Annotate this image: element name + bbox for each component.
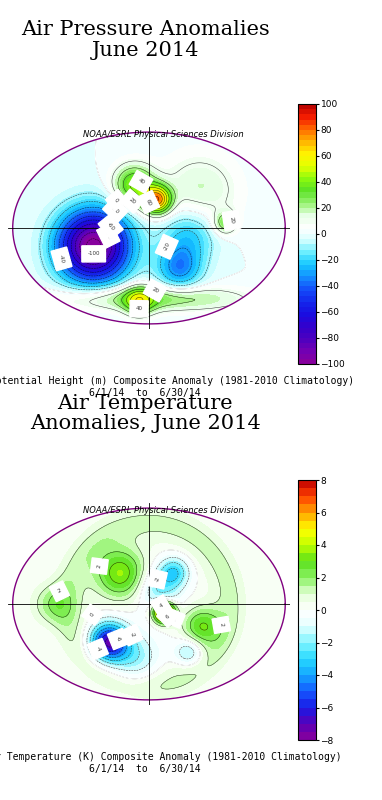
Text: 2: 2 [172, 616, 178, 621]
Text: 2: 2 [219, 622, 224, 627]
Text: -20: -20 [110, 205, 120, 215]
Text: 925mb Air Temperature (K) Composite Anomaly (1981-2010 Climatology)
6/1/14  to  : 925mb Air Temperature (K) Composite Anom… [0, 752, 342, 774]
Text: 40: 40 [136, 306, 142, 311]
Text: 20: 20 [228, 217, 235, 224]
Text: 4: 4 [158, 602, 164, 609]
Text: NOAA/ESRL Physical Sciences Division: NOAA/ESRL Physical Sciences Division [83, 506, 243, 515]
Text: -100: -100 [87, 251, 100, 256]
Text: 850mb Geopotential Height (m) Composite Anomaly (1981-2010 Climatology)
6/1/14  : 850mb Geopotential Height (m) Composite … [0, 376, 354, 398]
Text: -80: -80 [104, 230, 113, 241]
Text: 2: 2 [57, 588, 62, 594]
Text: -60: -60 [106, 222, 115, 232]
Text: Air Pressure Anomalies
June 2014: Air Pressure Anomalies June 2014 [21, 20, 270, 59]
Text: 20: 20 [151, 286, 159, 294]
Text: 20: 20 [128, 197, 136, 206]
Text: 40: 40 [137, 178, 145, 186]
Text: -2: -2 [129, 631, 136, 638]
Text: 6: 6 [164, 614, 170, 620]
Text: Air Temperature
Anomalies, June 2014: Air Temperature Anomalies, June 2014 [30, 394, 261, 433]
Text: -2: -2 [155, 576, 161, 582]
Text: 2: 2 [97, 564, 102, 568]
Text: -40: -40 [58, 254, 65, 264]
Text: NOAA/ESRL Physical Sciences Division: NOAA/ESRL Physical Sciences Division [83, 130, 243, 139]
Text: 60: 60 [145, 198, 152, 206]
Text: -20: -20 [163, 242, 171, 252]
Text: -6: -6 [115, 635, 121, 642]
Text: 0: 0 [113, 197, 120, 203]
Text: -4: -4 [94, 646, 101, 653]
Text: 0: 0 [89, 612, 96, 618]
